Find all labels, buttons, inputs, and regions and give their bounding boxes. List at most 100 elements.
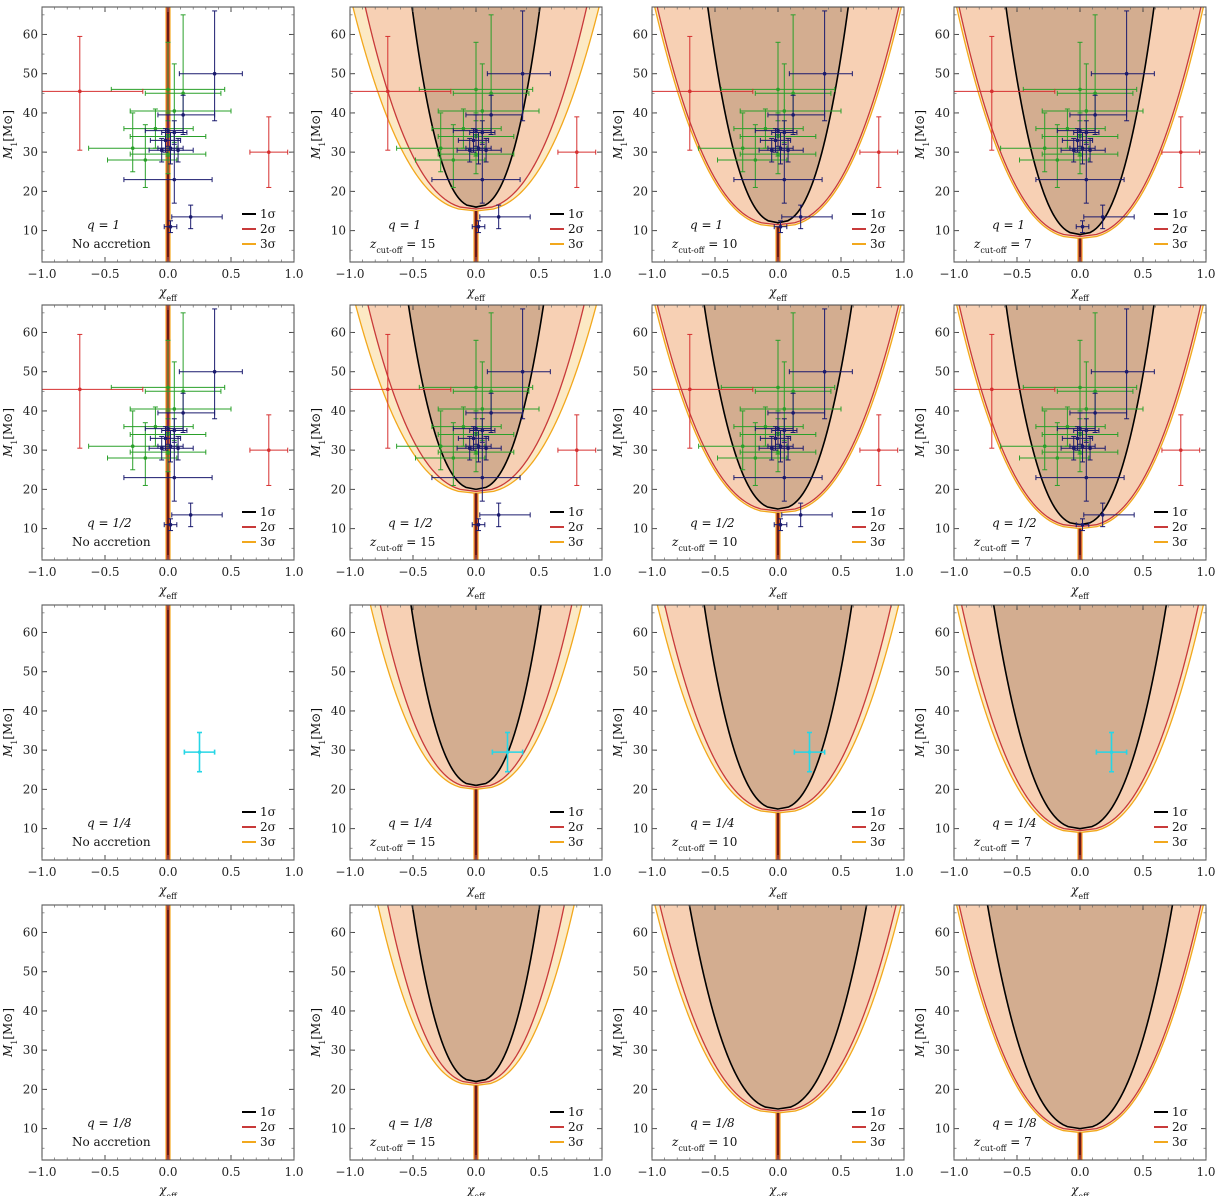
o3-event: [178, 10, 243, 122]
outlier-event: [249, 116, 289, 188]
contour-one-sigma: [986, 905, 1174, 1130]
x-tick-label: 1.0: [1196, 267, 1215, 281]
y-tick-label: 30: [633, 443, 648, 457]
panel-r4c1: −1.0 −0.5 0.0 0.5 1.0 10 20 30 40 50 60 χeff M1[M⊙] q…: [1, 904, 304, 1196]
outlier-event: [652, 333, 754, 449]
y-tick-label: 10: [331, 1122, 346, 1136]
legend-label: 3σ: [870, 835, 886, 849]
plot-area: [165, 905, 171, 1160]
o3-event: [431, 430, 521, 502]
legend-label: 1σ: [870, 805, 886, 819]
x-tick-label: 0.5: [221, 1165, 240, 1179]
o3-event: [1069, 430, 1096, 463]
x-axis-label: χeff: [158, 285, 178, 303]
legend-label: 2σ: [568, 520, 584, 534]
scenario-label: zcut-off = 7: [973, 237, 1032, 255]
x-tick-label: −0.5: [700, 1165, 729, 1179]
legend-label: 1σ: [260, 505, 276, 519]
contour-one-sigma: [703, 605, 853, 810]
x-tick-label: −0.5: [1002, 565, 1031, 579]
y-tick-label: 50: [331, 67, 346, 81]
q-label: q = 1/4: [87, 816, 132, 830]
o2-event: [88, 410, 178, 471]
x-axis-label: χeff: [768, 883, 788, 901]
q-label: q = 1/8: [690, 1116, 735, 1130]
y-axis-label: M1[M⊙]: [913, 408, 931, 458]
o3-event: [157, 392, 216, 433]
plot-area: [656, 605, 900, 860]
y-axis-label: M1[M⊙]: [1, 408, 19, 458]
x-axis-label: χeff: [1070, 583, 1090, 601]
y-tick-label: 60: [935, 27, 950, 41]
o3-event: [148, 435, 175, 461]
o2-event: [107, 124, 178, 188]
y-tick-label: 30: [331, 1043, 346, 1057]
y-tick-label: 40: [935, 106, 950, 120]
outlier-event: [557, 414, 597, 486]
o3-event: [767, 392, 826, 433]
o3-event: [773, 518, 788, 532]
plot-area: [955, 905, 1205, 1160]
o3-event: [767, 94, 826, 135]
o3-event: [733, 430, 823, 502]
y-tick-label: 30: [935, 443, 950, 457]
legend-label: 2σ: [1172, 222, 1188, 236]
q-label: q = 1/2: [87, 516, 132, 530]
legend-label: 2σ: [568, 1120, 584, 1134]
x-tick-label: −1.0: [939, 267, 968, 281]
y-tick-label: 50: [23, 965, 38, 979]
y-tick-label: 10: [633, 1122, 648, 1136]
y-tick-label: 10: [633, 224, 648, 238]
panel-r3c1: −1.0 −0.5 0.0 0.5 1.0 10 20 30 40 50 60 χeff M1[M⊙] q…: [1, 604, 304, 901]
x-tick-label: 1.0: [592, 865, 611, 879]
y-tick-label: 10: [23, 1122, 38, 1136]
y-tick-label: 40: [23, 106, 38, 120]
x-tick-label: −0.5: [700, 267, 729, 281]
x-tick-label: −1.0: [939, 865, 968, 879]
y-axis-label: M1[M⊙]: [611, 708, 629, 758]
y-axis-label: M1[M⊙]: [1, 1008, 19, 1058]
legend-label: 1σ: [1172, 1105, 1188, 1119]
x-tick-label: 0.0: [466, 267, 485, 281]
o2-event: [733, 108, 804, 149]
q-label: q = 1/4: [388, 816, 433, 830]
scenario-label: zcut-off = 7: [973, 1135, 1032, 1153]
y-tick-label: 60: [935, 325, 950, 339]
y-tick-label: 20: [935, 782, 950, 796]
x-tick-label: 0.0: [158, 565, 177, 579]
y-tick-label: 30: [935, 145, 950, 159]
legend-label: 3σ: [1172, 1135, 1188, 1149]
plot-area: [654, 905, 902, 1160]
o2-event: [720, 41, 836, 122]
legend-label: 2σ: [870, 1120, 886, 1134]
x-axis-label: χeff: [768, 583, 788, 601]
scenario-label: zcut-off = 7: [973, 535, 1032, 553]
highlight-event: [491, 731, 524, 773]
o3-event: [456, 137, 483, 163]
o3-event: [123, 132, 213, 204]
o2-event: [123, 406, 194, 447]
y-tick-label: 50: [633, 965, 648, 979]
plot-area: [42, 305, 289, 560]
y-tick-label: 40: [935, 704, 950, 718]
x-tick-label: 0.5: [831, 865, 850, 879]
legend-label: 2σ: [568, 820, 584, 834]
o2-event: [415, 422, 486, 486]
y-tick-label: 50: [331, 365, 346, 379]
legend-label: 1σ: [260, 207, 276, 221]
o2-event: [1022, 339, 1138, 420]
x-tick-label: 0.0: [158, 1165, 177, 1179]
o3-event: [157, 94, 216, 135]
o3-event: [452, 114, 492, 147]
legend-label: 1σ: [1172, 805, 1188, 819]
legend-label: 2σ: [260, 820, 276, 834]
legend-label: 1σ: [568, 1105, 584, 1119]
x-tick-label: 0.0: [1070, 267, 1089, 281]
y-tick-label: 50: [23, 67, 38, 81]
o3-event: [471, 518, 486, 532]
y-axis-label: M1[M⊙]: [913, 1008, 931, 1058]
